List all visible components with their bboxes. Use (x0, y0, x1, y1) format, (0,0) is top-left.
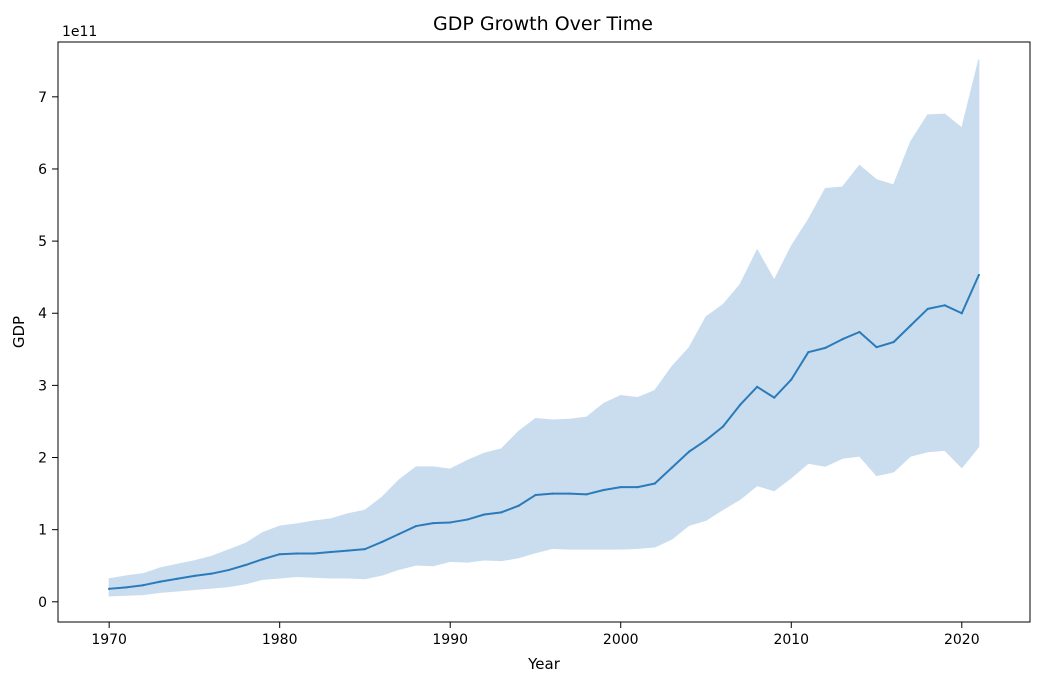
data-point-2007 (739, 403, 742, 406)
data-point-1988 (415, 524, 418, 528)
data-point-2004 (687, 450, 691, 453)
data-point-2012 (824, 346, 827, 349)
data-point-2006 (721, 425, 725, 428)
y-tick-label-0: 0 (38, 595, 47, 611)
gdp-mean-line (108, 274, 980, 590)
data-point-2020 (960, 312, 963, 315)
x-tick-label-1970: 1970 (91, 632, 127, 648)
data-point-2010 (790, 378, 793, 381)
y-tick-label-4: 4 (38, 306, 47, 322)
data-point-2009 (773, 396, 776, 399)
confidence-band (108, 59, 980, 597)
y-axis-label: GDP (10, 316, 28, 348)
data-point-2021 (977, 273, 980, 277)
y-tick-label-1: 1 (38, 523, 47, 539)
y-tick-label-7: 7 (38, 90, 47, 106)
data-point-2005 (704, 439, 708, 442)
data-point-2017 (909, 324, 912, 327)
data-point-1977 (227, 568, 230, 572)
data-point-1970 (108, 587, 111, 590)
y-tick-label-2: 2 (38, 451, 47, 467)
data-point-1998 (585, 493, 588, 496)
data-point-2018 (926, 307, 929, 311)
data-point-2013 (841, 338, 844, 341)
data-point-2015 (875, 346, 878, 349)
data-point-2014 (858, 330, 861, 334)
data-point-2016 (892, 340, 895, 344)
data-point-1996 (551, 492, 554, 495)
data-point-2008 (756, 385, 759, 388)
data-point-1990 (449, 521, 452, 524)
data-point-2003 (670, 466, 673, 469)
data-point-1995 (534, 493, 537, 497)
data-point-1982 (312, 552, 315, 555)
x-tick-label-1990: 1990 (432, 632, 468, 648)
data-point-1991 (466, 518, 469, 521)
data-point-2002 (653, 482, 656, 485)
series-line-group (108, 273, 980, 590)
data-point-1978 (244, 563, 247, 567)
data-point-1975 (193, 574, 196, 577)
data-point-1994 (517, 504, 520, 507)
data-point-1997 (568, 492, 571, 495)
data-point-1974 (176, 577, 179, 580)
chart-title: GDP Growth Over Time (433, 13, 653, 35)
x-axis: 1970 1980 1990 2000 2010 2020 (91, 622, 980, 648)
data-point-1989 (432, 522, 435, 525)
y-tick-label-3: 3 (38, 378, 47, 394)
data-point-1972 (142, 584, 145, 587)
data-point-1984 (346, 549, 349, 552)
data-point-1992 (483, 513, 486, 516)
y-axis: 0 1 2 3 4 5 6 7 (38, 90, 58, 611)
data-point-1979 (261, 558, 264, 561)
data-point-1980 (278, 553, 281, 556)
confidence-band-group (108, 59, 980, 597)
x-tick-label-1980: 1980 (262, 632, 298, 648)
data-point-1999 (602, 488, 605, 492)
data-point-1985 (363, 548, 367, 551)
data-point-2019 (943, 304, 946, 307)
data-point-2001 (636, 485, 639, 489)
data-point-1993 (500, 511, 503, 514)
x-tick-label-2020: 2020 (944, 632, 980, 648)
data-point-1976 (210, 572, 213, 575)
y-tick-label-6: 6 (38, 162, 47, 178)
data-point-1973 (159, 580, 162, 583)
x-tick-label-2000: 2000 (603, 632, 639, 648)
x-tick-label-2010: 2010 (773, 632, 809, 648)
data-point-2000 (619, 485, 622, 489)
data-point-1983 (329, 550, 332, 554)
data-point-2011 (807, 351, 810, 354)
y-axis-offset-label: 1e11 (62, 24, 97, 40)
data-point-1986 (380, 540, 384, 544)
data-point-1981 (295, 552, 298, 555)
x-axis-label: Year (527, 655, 561, 673)
data-point-1987 (397, 532, 401, 536)
data-point-1971 (125, 586, 128, 589)
y-tick-label-5: 5 (38, 234, 47, 250)
